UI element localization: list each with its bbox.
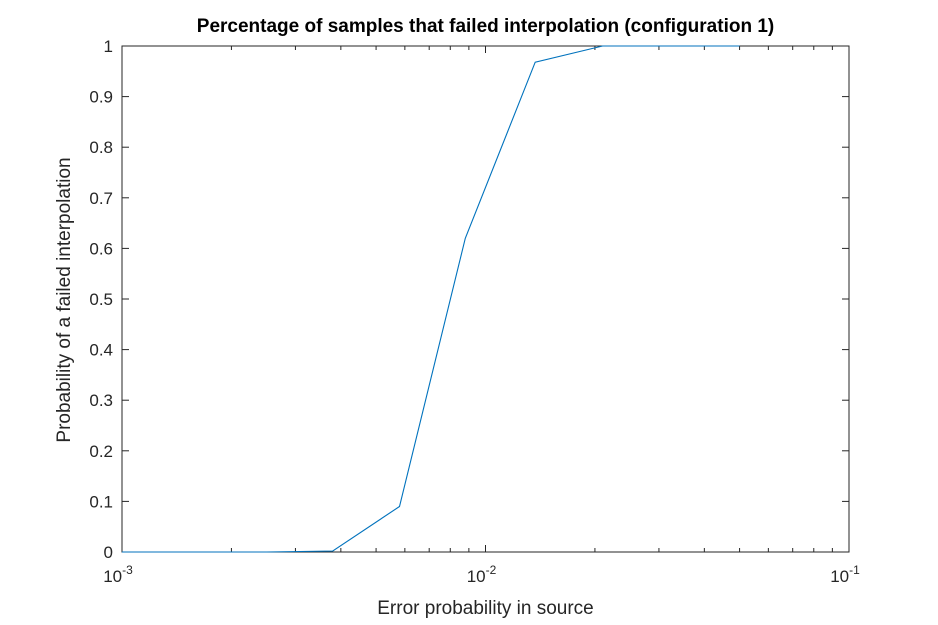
y-tick-label: 0.9 bbox=[89, 88, 113, 107]
chart-title: Percentage of samples that failed interp… bbox=[196, 16, 775, 37]
y-tick-label: 0.4 bbox=[89, 341, 113, 360]
y-tick-label: 0.5 bbox=[89, 290, 113, 309]
x-tick-label: 10-1 bbox=[830, 563, 860, 586]
y-tick-label: 0.8 bbox=[89, 138, 113, 157]
axes-box bbox=[121, 45, 850, 553]
x-tick-label: 10-2 bbox=[467, 563, 497, 586]
y-tick-label: 1 bbox=[104, 37, 113, 56]
x-axis-label: Error probability in source bbox=[377, 598, 594, 619]
y-tick-label: 0.1 bbox=[89, 492, 113, 511]
x-tick-label: 10-3 bbox=[103, 563, 133, 586]
series-line bbox=[122, 45, 740, 553]
y-tick-label: 0.7 bbox=[89, 189, 113, 208]
y-tick-label: 0.6 bbox=[89, 239, 113, 258]
y-tick-label: 0.2 bbox=[89, 442, 113, 461]
y-tick-label: 0.3 bbox=[89, 391, 113, 410]
y-tick-label: 0 bbox=[104, 543, 113, 562]
